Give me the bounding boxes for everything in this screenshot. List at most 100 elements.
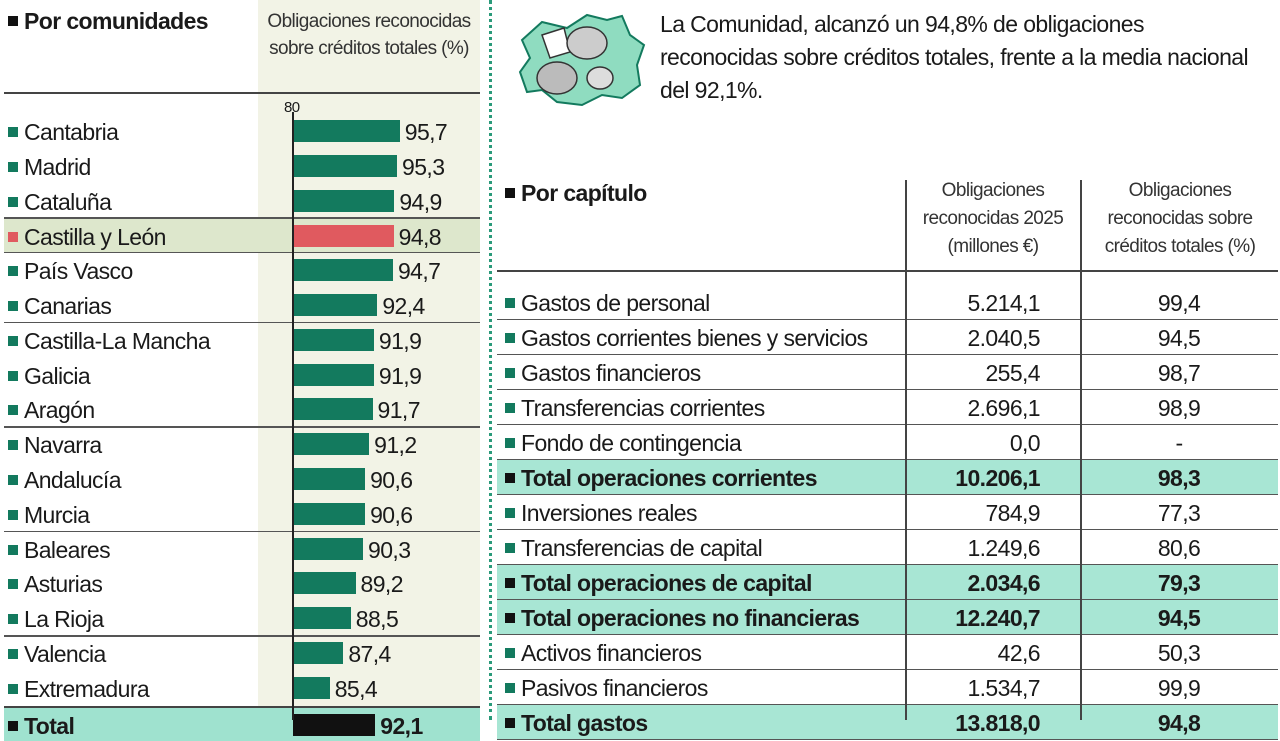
column-header-pct: Obligaciones reconocidas sobre créditos …	[1104, 180, 1256, 257]
pct-cell: 99,4	[1157, 290, 1201, 316]
bullet-icon	[505, 437, 515, 448]
category-text: Baleares	[24, 536, 111, 563]
pct-cell: 98,7	[1157, 360, 1201, 386]
row-label-text: Transferencias de capital	[521, 535, 763, 561]
category-text: Madrid	[24, 153, 91, 180]
chart-row: La Rioja 88,5	[4, 601, 480, 636]
chart-row: Navarra 91,2	[4, 427, 480, 462]
table-row: Inversiones reales 784,9 77,3	[497, 495, 1278, 530]
bullet-icon	[505, 717, 515, 728]
bullet-icon	[8, 648, 18, 659]
table-row: Transferencias de capital 1.249,6 80,6	[497, 530, 1278, 565]
intro-text: La Comunidad, alcanzó un 94,8% de obliga…	[660, 11, 1249, 103]
bar	[293, 154, 398, 177]
bar	[293, 642, 344, 664]
category-label: Castilla y León	[8, 224, 166, 251]
bullet-icon	[8, 266, 18, 277]
amount-cell: 12.240,7	[955, 605, 1040, 631]
pct-cell: 98,9	[1157, 395, 1201, 421]
row-label: Total operaciones corrientes	[505, 465, 818, 492]
bar	[293, 713, 376, 736]
chart-row: Baleares 90,3	[4, 532, 480, 567]
bullet-icon	[8, 300, 18, 311]
data-label: 95,3	[402, 153, 445, 180]
chart-row: Total 92,1	[4, 705, 480, 741]
row-label: Gastos financieros	[505, 360, 701, 387]
row-label: Pasivos financieros	[505, 675, 708, 702]
row-label-text: Total operaciones no financieras	[521, 605, 860, 631]
category-text: Galicia	[24, 362, 91, 389]
bullet-icon	[8, 614, 18, 625]
table-row: Fondo de contingencia 0,0 -	[497, 425, 1278, 460]
table-row: Transferencias corrientes 2.696,1 98,9	[497, 390, 1278, 425]
category-label: Murcia	[8, 501, 90, 529]
row-label: Total operaciones no financieras	[505, 605, 860, 632]
group-divider	[4, 530, 480, 533]
category-text: Total	[24, 712, 75, 739]
category-label: Cataluña	[8, 189, 112, 216]
row-label-text: Fondo de contingencia	[521, 430, 742, 456]
amount-cell: 784,9	[985, 500, 1040, 526]
group-divider	[4, 321, 480, 324]
data-label: 92,1	[380, 712, 423, 739]
row-label-text: Inversiones reales	[521, 500, 697, 526]
category-text: Aragón	[24, 397, 95, 424]
bullet-icon	[8, 161, 18, 172]
chart-row: Madrid 95,3	[4, 149, 480, 184]
table-row: Gastos de personal 5.214,1 99,4	[497, 285, 1278, 320]
pct-cell: 94,8	[1157, 710, 1201, 736]
bullet-icon	[505, 332, 515, 343]
section-title-capitulo: Por capítulo	[505, 180, 647, 207]
amount-cell: 0,0	[1009, 430, 1041, 456]
category-text: Asturias	[24, 571, 103, 598]
bar	[293, 433, 370, 456]
pct-cell: 77,3	[1157, 500, 1201, 526]
table-row: Gastos financieros 255,4 98,7	[497, 355, 1278, 390]
row-label: Gastos de personal	[505, 290, 710, 317]
amount-cell: 5.214,1	[967, 290, 1040, 316]
pct-cell: 94,5	[1157, 605, 1201, 631]
category-label: Madrid	[8, 154, 91, 181]
category-text: Cantabria	[24, 119, 119, 145]
row-label: Gastos corrientes bienes y servicios	[505, 325, 868, 352]
bar	[293, 259, 393, 282]
category-label: Canarias	[8, 293, 112, 320]
pct-cell: 98,3	[1157, 465, 1201, 491]
chart-column-header: Obligaciones reconocidas sobre créditos …	[267, 11, 471, 59]
title-text: Por comunidades	[24, 8, 209, 34]
bullet-icon	[8, 509, 18, 520]
category-label: La Rioja	[8, 606, 104, 633]
data-label: 91,9	[378, 327, 422, 354]
chart-row: Valencia 87,4	[4, 636, 480, 671]
column-divider	[1080, 180, 1082, 720]
table-row: Total operaciones no financieras 12.240,…	[497, 600, 1278, 635]
group-divider	[4, 635, 480, 637]
amount-cell: 2.040,5	[967, 325, 1040, 351]
bar	[293, 572, 356, 595]
bullet-icon	[505, 367, 515, 378]
data-label: 91,7	[377, 397, 421, 424]
pct-cell: 80,6	[1157, 535, 1201, 561]
row-label: Activos financieros	[505, 640, 702, 667]
row-label: Transferencias corrientes	[505, 395, 765, 422]
category-text: Andalucía	[24, 467, 122, 493]
row-label: Transferencias de capital	[505, 535, 763, 562]
row-label: Total gastos	[505, 710, 648, 737]
data-label: 91,2	[374, 432, 417, 459]
axis-tick-label: 80	[284, 99, 300, 116]
pct-cell: -	[1175, 430, 1183, 456]
category-label: Andalucía	[8, 467, 122, 494]
bar	[293, 537, 364, 560]
category-text: Murcia	[24, 501, 90, 528]
chart-row: Canarias 92,4	[4, 288, 480, 323]
category-text: Navarra	[24, 432, 102, 459]
data-label: 89,2	[360, 571, 404, 598]
chart-row: Aragón 91,7	[4, 392, 480, 427]
data-label: 94,7	[397, 258, 441, 285]
bullet-icon	[8, 720, 18, 731]
dotted-divider	[489, 0, 492, 720]
data-label: 85,4	[334, 675, 378, 702]
pct-cell: 79,3	[1157, 570, 1201, 596]
bullet-icon	[8, 579, 18, 590]
castilla-leon-map-coins-illustration	[512, 10, 647, 115]
